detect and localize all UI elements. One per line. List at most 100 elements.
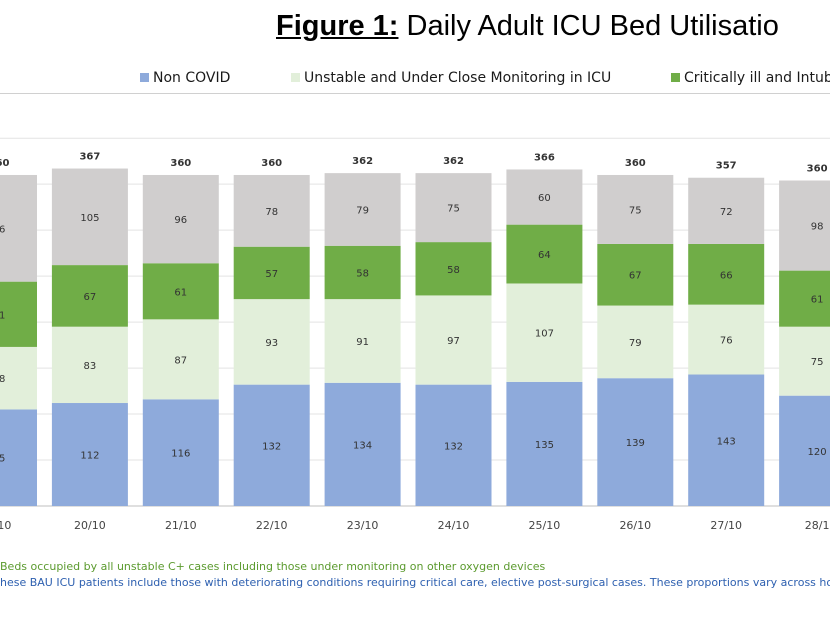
segment-value-label: 134: [353, 440, 372, 451]
bar-segment: [324, 299, 401, 383]
bar-segment: [688, 374, 765, 506]
bar-segment: [506, 381, 583, 506]
x-tick-label: 20/10: [74, 519, 106, 532]
segment-value-label: 67: [629, 271, 642, 282]
segment-value-label: 58: [447, 265, 460, 276]
bar-segment: [597, 174, 674, 244]
bar-total-label: 357: [716, 161, 737, 172]
bar-segment: [324, 173, 401, 246]
x-tick-label: 24/10: [438, 519, 470, 532]
chart-title-lead: Figure 1:: [276, 10, 399, 42]
bar-total-label: 360: [625, 158, 646, 169]
legend-swatch: [671, 73, 680, 82]
bar-total-label: 366: [534, 152, 555, 163]
bar-total-label: 360: [807, 163, 828, 174]
bar-segment: [0, 281, 37, 347]
segment-value-label: 79: [356, 205, 369, 216]
bar-total-label: 362: [443, 156, 464, 167]
bar-segment: [324, 245, 401, 300]
bar-segment: [597, 305, 674, 379]
segment-value-label: 58: [356, 268, 369, 279]
segment-value-label: 76: [720, 336, 733, 347]
chart-title-rest: Daily Adult ICU Bed Utilisatio: [398, 10, 779, 42]
bar-segment: [688, 177, 765, 244]
segment-value-label: 71: [0, 310, 5, 321]
bar-segment: [779, 270, 830, 327]
segment-value-label: 72: [720, 207, 733, 218]
segment-value-label: 93: [265, 338, 278, 349]
bar-segment: [142, 263, 219, 320]
bar-segment: [233, 246, 310, 300]
bar-segment: [324, 382, 401, 506]
bar-total-label: 360: [261, 158, 282, 169]
bar-segment: [51, 168, 128, 266]
bar-total-label: 360: [170, 158, 191, 169]
bar-segment: [506, 283, 583, 382]
legend-swatch: [291, 73, 300, 82]
bar-total-label: 362: [352, 156, 373, 167]
bar-segment: [597, 378, 674, 506]
segment-value-label: 98: [811, 222, 824, 233]
segment-value-label: 87: [174, 355, 187, 366]
chart-top-rule: [0, 93, 830, 94]
bar-segment: [415, 384, 492, 506]
bar-segment: [233, 299, 310, 385]
segment-value-label: 132: [262, 441, 281, 452]
segment-value-label: 135: [535, 440, 554, 451]
segment-value-label: 112: [80, 451, 99, 462]
stacked-bar-chart: 05 68 71 16 360 0/10 112 83 67 105 367 20/10 116 87 61…: [0, 137, 830, 532]
bar-segment: [142, 174, 219, 264]
chart-title: Figure 1: Daily Adult ICU Bed Utilisatio: [276, 10, 779, 43]
legend-item-critically-ill: Critically ill and Intub: [671, 70, 830, 86]
segment-value-label: 75: [629, 205, 642, 216]
bar-segment: [779, 395, 830, 506]
segment-value-label: 91: [356, 337, 369, 348]
bar-segment: [506, 169, 583, 225]
segment-value-label: 132: [444, 441, 463, 452]
segment-value-label: 68: [0, 374, 5, 385]
segment-value-label: 05: [0, 454, 5, 465]
segment-value-label: 105: [80, 213, 99, 224]
bar-segment: [597, 243, 674, 306]
bar-segment: [51, 326, 128, 404]
x-tick-label: 21/10: [165, 519, 197, 532]
segment-value-label: 120: [808, 447, 827, 458]
x-tick-label: 26/10: [619, 519, 651, 532]
bar-segment: [142, 399, 219, 506]
bar-segment: [688, 304, 765, 375]
segment-value-label: 116: [171, 449, 190, 460]
x-tick-label: 22/10: [256, 519, 288, 532]
segment-value-label: 75: [811, 357, 824, 368]
bar-total-label: 360: [0, 158, 9, 169]
segment-value-label: 78: [265, 207, 278, 218]
segment-value-label: 16: [0, 224, 5, 235]
legend-label: Critically ill and Intub: [684, 70, 830, 86]
bar-segment: [51, 403, 128, 506]
segment-value-label: 97: [447, 336, 460, 347]
segment-value-label: 66: [720, 270, 733, 281]
bar-segment: [0, 346, 37, 410]
segment-value-label: 67: [84, 292, 97, 303]
footnote-2: hese BAU ICU patients include those with…: [0, 576, 830, 589]
footnote-1: Beds occupied by all unstable C+ cases i…: [0, 560, 546, 573]
legend-label: Unstable and Under Close Monitoring in I…: [304, 70, 612, 86]
segment-value-label: 139: [626, 438, 645, 449]
segment-value-label: 79: [629, 338, 642, 349]
segment-value-label: 75: [447, 204, 460, 215]
bar-segment: [142, 319, 219, 400]
segment-value-label: 60: [538, 193, 551, 204]
segment-value-label: 64: [538, 250, 551, 261]
bar-segment: [415, 242, 492, 296]
legend-swatch: [140, 73, 149, 82]
bar-segment: [688, 243, 765, 305]
segment-value-label: 57: [265, 269, 278, 280]
bar-segment: [0, 174, 37, 282]
x-tick-label: 28/1: [805, 519, 830, 532]
bar-segment: [779, 180, 830, 271]
x-tick-label: 0/10: [0, 519, 11, 532]
bar-segment: [415, 295, 492, 385]
bar-segment: [0, 409, 37, 506]
segment-value-label: 143: [717, 436, 736, 447]
segment-value-label: 83: [84, 361, 97, 372]
bar-segment: [51, 265, 128, 327]
